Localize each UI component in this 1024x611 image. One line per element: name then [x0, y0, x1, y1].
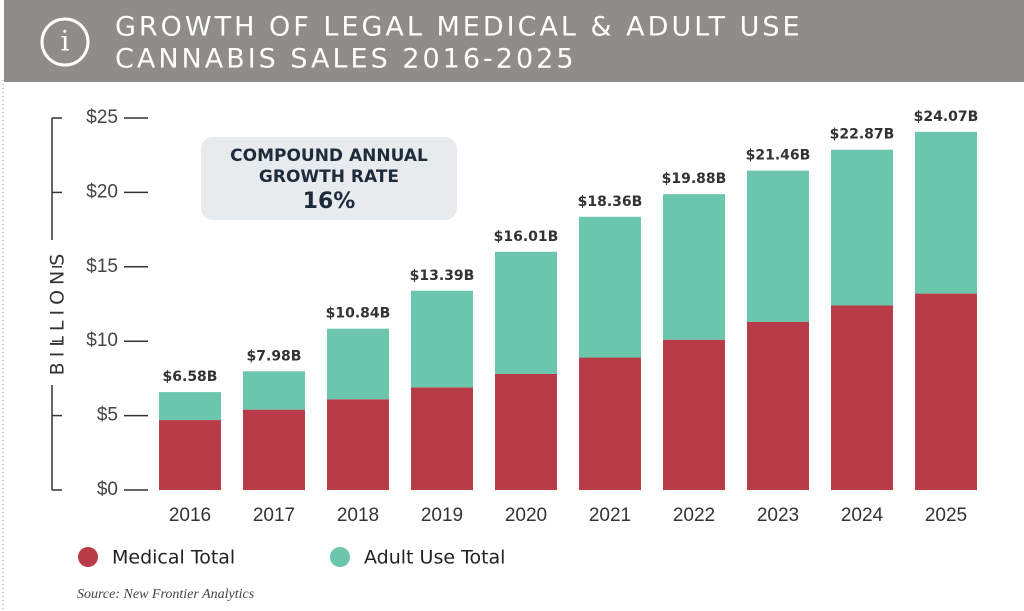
bar-segment: [747, 321, 809, 490]
bar-segment: [495, 373, 557, 490]
x-tick-label: 2021: [589, 505, 631, 526]
total-label: $21.46B: [746, 148, 811, 164]
x-tick-label: 2024: [841, 505, 884, 526]
total-label: $18.36B: [578, 194, 643, 210]
bar-segment: [327, 328, 389, 400]
x-tick-label: 2025: [925, 505, 967, 526]
y-tick-label: $25: [86, 107, 118, 128]
info-icon: [40, 17, 90, 67]
x-tick-label: 2018: [337, 505, 379, 526]
chart-title: GROWTH OF LEGAL MEDICAL & ADULT USE: [115, 12, 803, 43]
bar-segment: [915, 131, 977, 294]
legend-label: Medical Total: [112, 547, 235, 569]
bar-segment: [831, 149, 893, 306]
bar-segment: [579, 216, 641, 358]
annotation-value: 16%: [303, 189, 356, 214]
x-tick-label: 2020: [505, 505, 547, 526]
total-label: $13.39B: [410, 268, 475, 284]
bar-segment: [243, 371, 305, 410]
y-tick-label: $20: [86, 181, 118, 202]
bar-segment: [747, 170, 809, 322]
bar-segment: [159, 392, 221, 421]
y-axis-label: BILLIONS: [47, 249, 69, 376]
bar-segment: [663, 194, 725, 340]
total-label: $22.87B: [830, 127, 895, 143]
header: [4, 0, 1024, 82]
y-tick-label: $15: [86, 256, 118, 277]
info-icon-glyph: i: [61, 25, 70, 58]
bar-segment: [831, 305, 893, 490]
bar-segment: [663, 339, 725, 490]
legend-marker: [330, 547, 350, 567]
x-tick-label: 2023: [757, 505, 799, 526]
bar-segment: [327, 399, 389, 490]
x-tick-label: 2019: [421, 505, 463, 526]
x-tick-label: 2017: [253, 505, 295, 526]
chart-title: CANNABIS SALES 2016-2025: [115, 44, 577, 75]
annotation-box: [201, 137, 457, 220]
x-tick-label: 2016: [169, 505, 211, 526]
annotation: GROWTH RATE: [259, 167, 399, 187]
y-tick-label: $0: [97, 479, 118, 500]
y-tick-label: $10: [86, 330, 118, 351]
total-label: $7.98B: [247, 348, 302, 364]
bar-segment: [243, 409, 305, 490]
bar-segment: [915, 293, 977, 490]
legend-marker: [78, 547, 98, 567]
source: Source: New Frontier Analytics: [77, 587, 255, 602]
annotation: COMPOUND ANNUAL: [230, 146, 428, 166]
total-label: $16.01B: [494, 229, 559, 245]
bar-segment: [411, 387, 473, 490]
y-tick-label: $5: [97, 405, 118, 426]
total-label: $24.07B: [914, 109, 979, 125]
x-tick-label: 2022: [673, 505, 715, 526]
bar-segment: [411, 290, 473, 388]
total-label: $19.88B: [662, 171, 727, 187]
total-label: $10.84B: [326, 306, 391, 322]
bar-segment: [159, 420, 221, 490]
bar-segment: [495, 251, 557, 374]
total-label: $6.58B: [163, 369, 218, 385]
bar-segment: [579, 357, 641, 490]
legend-label: Adult Use Total: [364, 547, 505, 569]
